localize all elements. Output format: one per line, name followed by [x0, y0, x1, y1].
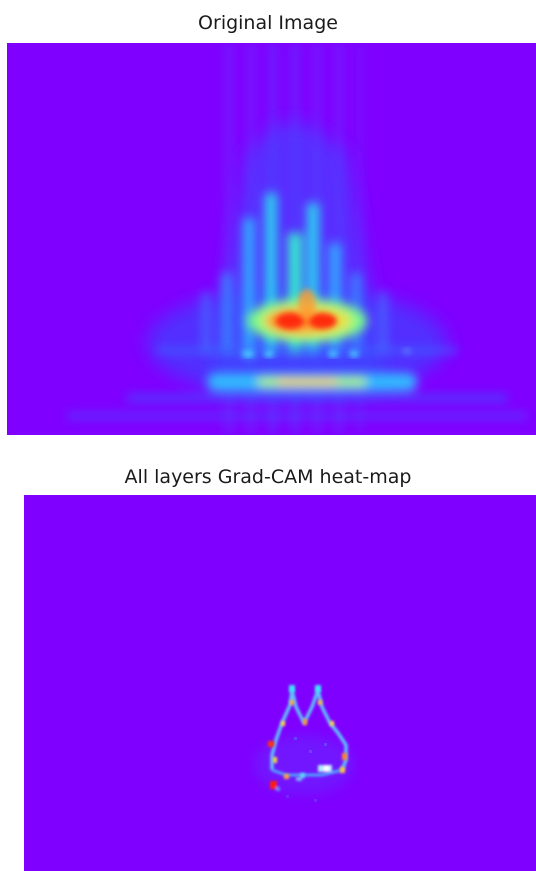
gradcam-title: All layers Grad-CAM heat-map: [124, 466, 412, 488]
original-image: [7, 43, 536, 435]
gradcam-heatmap-image: [24, 495, 536, 871]
original-image-title: Original Image: [198, 12, 338, 34]
